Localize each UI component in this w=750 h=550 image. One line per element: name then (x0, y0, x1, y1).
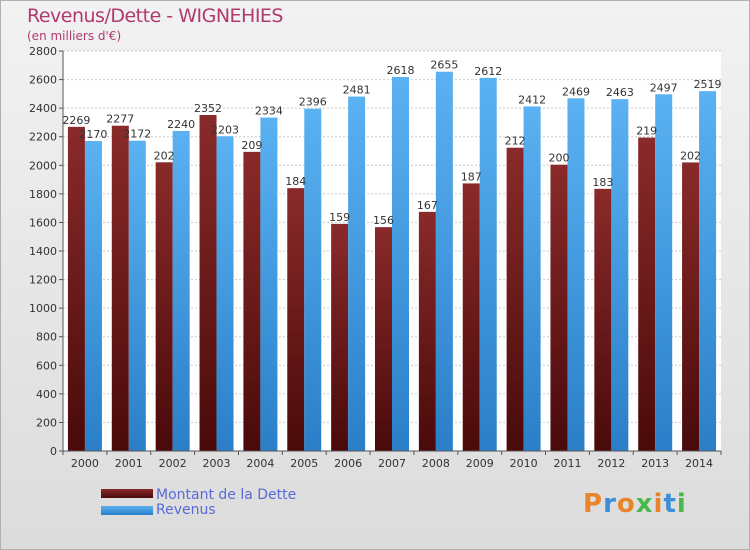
legend-swatch-debt (101, 489, 153, 498)
bar-revenue-2000 (84, 141, 102, 451)
data-label-debt-2003: 2352 (194, 102, 222, 115)
data-label-revenue-2002: 2240 (167, 118, 195, 131)
y-tick-label: 0 (50, 445, 57, 458)
bar-revenue-2003 (216, 136, 234, 452)
bar-debt-2012 (594, 188, 612, 451)
data-label-revenue-2013: 2497 (650, 81, 678, 94)
x-tick-label-2003: 2003 (203, 457, 231, 470)
x-tick-label-2006: 2006 (334, 457, 362, 470)
bar-debt-2011 (550, 164, 568, 451)
x-tick-label-2004: 2004 (246, 457, 274, 470)
x-tick-label-2009: 2009 (466, 457, 494, 470)
chart-subtitle: (en milliers d'€) (27, 29, 122, 43)
data-label-debt-2000: 2269 (62, 114, 90, 127)
data-label-revenue-2014: 2519 (694, 78, 722, 91)
bar-revenue-2002 (172, 131, 190, 451)
x-tick-label-2008: 2008 (422, 457, 450, 470)
y-tick-label: 600 (36, 359, 57, 372)
data-label-revenue-2001: 2172 (123, 128, 151, 141)
data-label-debt-2012: 183 (592, 176, 613, 189)
y-tick-label: 1000 (29, 302, 57, 315)
y-tick-label: 800 (36, 331, 57, 344)
x-tick-label-2010: 2010 (510, 457, 538, 470)
data-label-revenue-2007: 2618 (387, 64, 415, 77)
x-tick-label-2012: 2012 (597, 457, 625, 470)
data-label-revenue-2004: 2334 (255, 105, 283, 118)
y-tick-label: 2600 (29, 74, 57, 87)
bar-debt-2013 (638, 137, 656, 452)
bar-revenue-2013 (655, 94, 673, 452)
bar-debt-2008 (418, 211, 436, 451)
chart-title: Revenus/Dette - WIGNEHIES (27, 5, 284, 27)
data-label-revenue-2000: 2170 (79, 128, 107, 141)
bar-debt-2014 (682, 162, 700, 451)
bar-debt-2007 (375, 227, 392, 451)
data-label-revenue-2009: 2612 (474, 65, 502, 78)
bar-debt-2002 (155, 162, 173, 452)
data-label-debt-2005: 184 (285, 175, 306, 188)
data-label-debt-2009: 187 (461, 170, 482, 183)
y-tick-label: 1200 (29, 274, 57, 287)
bar-debt-2004 (243, 151, 261, 451)
data-label-debt-2010: 212 (505, 135, 526, 148)
legend-label-debt: Montant de la Dette (156, 487, 297, 503)
bar-debt-2005 (287, 188, 305, 451)
bar-revenue-2005 (304, 108, 322, 451)
y-tick-label: 1800 (29, 188, 57, 201)
bar-debt-2006 (331, 223, 349, 451)
bar-debt-2003 (199, 115, 217, 451)
data-label-revenue-2006: 2481 (343, 84, 371, 97)
y-tick-label: 1600 (29, 216, 57, 229)
x-tick-label-2007: 2007 (378, 457, 406, 470)
data-label-debt-2014: 202 (680, 149, 701, 162)
bar-debt-2000 (67, 126, 85, 451)
bar-revenue-2014 (699, 91, 717, 452)
data-label-debt-2002: 202 (154, 149, 175, 162)
data-label-debt-2011: 200 (548, 152, 569, 165)
bar-revenue-2001 (128, 140, 146, 451)
bar-debt-2001 (111, 125, 129, 451)
bar-revenue-2007 (392, 77, 409, 451)
bar-debt-2009 (462, 183, 480, 451)
bar-revenue-2011 (567, 98, 585, 452)
data-label-debt-2013: 219 (636, 125, 657, 138)
y-tick-label: 1400 (29, 245, 57, 258)
y-tick-label: 200 (36, 416, 57, 429)
data-label-debt-2001: 2277 (106, 113, 134, 126)
bar-revenue-2004 (260, 117, 278, 452)
x-tick-label-2005: 2005 (290, 457, 318, 470)
data-label-revenue-2003: 2203 (211, 123, 239, 136)
bar-revenue-2006 (348, 96, 366, 452)
bar-revenue-2009 (479, 77, 497, 451)
y-tick-label: 2000 (29, 159, 57, 172)
y-tick-label: 2400 (29, 102, 57, 115)
x-tick-label-2002: 2002 (159, 457, 187, 470)
x-tick-label-2000: 2000 (71, 457, 99, 470)
proxiti-logo: Proxiti (583, 489, 687, 519)
data-label-debt-2006: 159 (329, 211, 350, 224)
data-label-debt-2007: 156 (373, 214, 394, 227)
bar-debt-2010 (506, 147, 524, 451)
bar-revenue-2008 (435, 71, 453, 451)
data-label-revenue-2008: 2655 (430, 59, 458, 72)
y-tick-label: 400 (36, 388, 57, 401)
x-tick-label-2014: 2014 (685, 457, 713, 470)
bar-revenue-2010 (523, 106, 541, 451)
data-label-debt-2008: 167 (417, 199, 438, 212)
data-label-revenue-2010: 2412 (518, 93, 546, 106)
y-tick-label: 2800 (29, 45, 57, 58)
legend-label-revenue: Revenus (156, 502, 216, 518)
legend-swatch-revenue (101, 506, 153, 515)
x-tick-label-2001: 2001 (115, 457, 143, 470)
x-tick-label-2013: 2013 (641, 457, 669, 470)
y-tick-label: 2200 (29, 131, 57, 144)
data-label-debt-2004: 209 (241, 139, 262, 152)
x-tick-label-2011: 2011 (553, 457, 581, 470)
data-label-revenue-2011: 2469 (562, 85, 590, 98)
bar-revenue-2012 (611, 99, 629, 452)
data-label-revenue-2005: 2396 (299, 96, 327, 109)
data-label-revenue-2012: 2463 (606, 86, 634, 99)
